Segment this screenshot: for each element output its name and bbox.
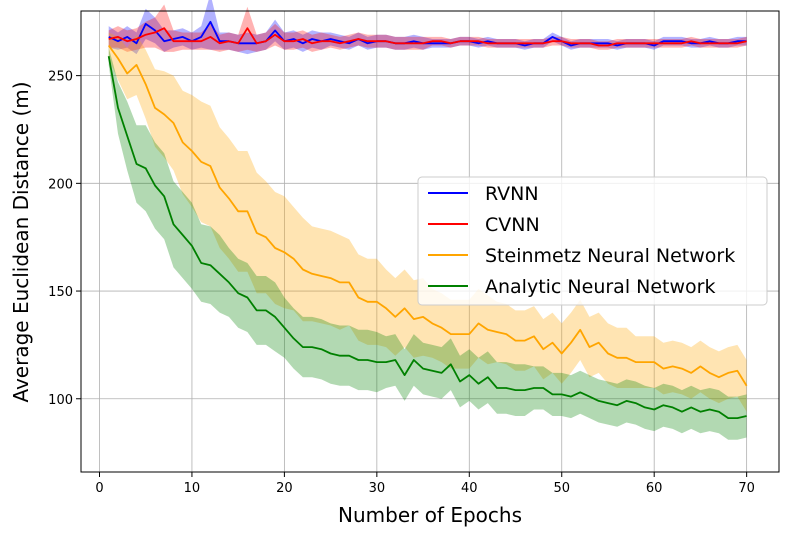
x-tick-label-40: 40 [461, 481, 478, 496]
band-analytic-neural-network [108, 47, 747, 440]
y-tick-label-100: 100 [48, 393, 73, 408]
x-tick-label-10: 10 [184, 481, 201, 496]
x-tick-label-30: 30 [369, 481, 386, 496]
series-lines [107, 20, 748, 420]
x-tick-label-70: 70 [738, 481, 755, 496]
y-tick-label-200: 200 [48, 177, 73, 192]
legend-label-analytic: Analytic Neural Network [485, 276, 715, 298]
x-tick-label-0: 0 [95, 481, 103, 496]
line-analytic-neural-network [107, 56, 747, 420]
y-axis-title: Average Euclidean Distance (m) [9, 81, 33, 402]
plot-frame [80, 10, 780, 473]
legend-box [417, 176, 768, 306]
legend-label-steinmetz: Steinmetz Neural Network [485, 245, 735, 267]
legend-label-cvnn: CVNN [485, 214, 540, 236]
y-tick-label-250: 250 [48, 70, 73, 85]
y-tick-label-150: 150 [48, 285, 73, 300]
x-tick-label-50: 50 [553, 481, 570, 496]
x-axis-title: Number of Epochs [338, 503, 522, 527]
line-cvnn [108, 27, 747, 47]
axis-ticks: 0 10 20 30 40 50 60 70 100 150 200 250 [48, 70, 755, 496]
x-tick-label-20: 20 [276, 481, 293, 496]
legend-label-rvnn: RVNN [485, 183, 539, 205]
line-steinmetz-neural-network [107, 44, 748, 387]
band-steinmetz-neural-network [108, 32, 747, 412]
legend: RVNN CVNN Steinmetz Neural Network Analy… [417, 176, 768, 306]
x-tick-label-60: 60 [646, 481, 663, 496]
